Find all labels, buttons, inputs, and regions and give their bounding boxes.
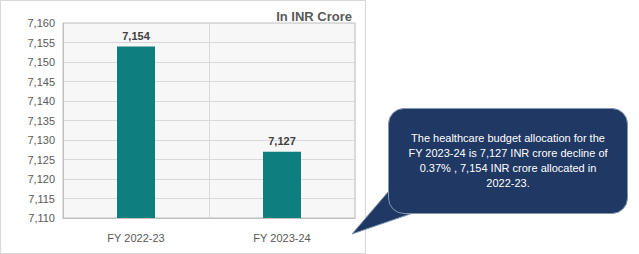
svg-text:7,155: 7,155 — [27, 37, 55, 49]
svg-text:In INR Crore: In INR Crore — [276, 9, 352, 24]
svg-text:7,125: 7,125 — [27, 154, 55, 166]
svg-text:7,127: 7,127 — [268, 135, 296, 147]
svg-text:7,135: 7,135 — [27, 115, 55, 127]
svg-text:FY 2023-24: FY 2023-24 — [253, 232, 310, 244]
svg-text:7,154: 7,154 — [122, 30, 150, 42]
svg-text:7,145: 7,145 — [27, 76, 55, 88]
svg-text:7,140: 7,140 — [27, 95, 55, 107]
svg-text:7,115: 7,115 — [28, 193, 55, 205]
svg-text:7,130: 7,130 — [27, 134, 55, 146]
svg-text:FY 2022-23: FY 2022-23 — [107, 232, 164, 244]
html-text:The healthcare budget allocati: The healthcare budget allocation for the… — [408, 132, 608, 189]
svg-text:7,110: 7,110 — [28, 212, 55, 224]
svg-text:7,120: 7,120 — [27, 173, 55, 185]
svg-text:7,160: 7,160 — [27, 17, 55, 29]
svg-text:7,150: 7,150 — [27, 56, 55, 68]
